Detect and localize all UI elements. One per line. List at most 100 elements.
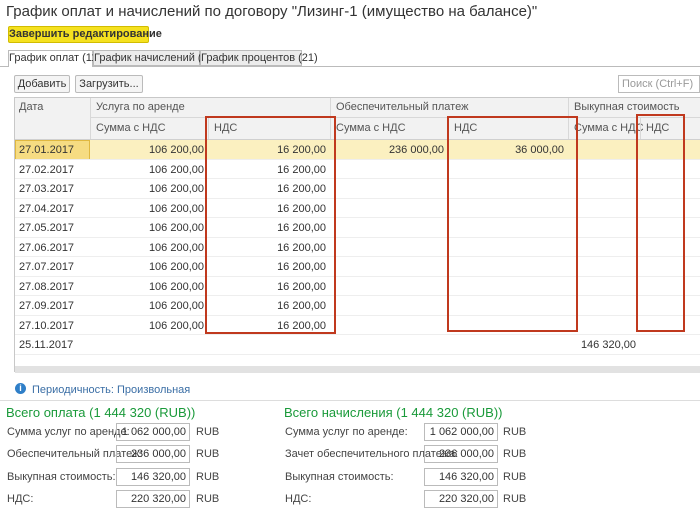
group-header: Услуга по аренде [96, 101, 185, 113]
amount-cell[interactable]: 106 200,00 [148, 241, 204, 254]
header-bg [15, 98, 700, 139]
subheader-divider [208, 118, 209, 139]
amount-cell[interactable]: 106 200,00 [148, 163, 204, 176]
column-header: НДС [454, 122, 478, 134]
row-highlight [15, 140, 700, 160]
field-label: Сумма услуг по аренде: [7, 426, 130, 438]
date-cell[interactable]: 27.01.2017 [19, 144, 75, 156]
field-unit: RUB [196, 493, 220, 505]
periodicity-link[interactable]: Периодичность: Произвольная [32, 384, 191, 396]
field-label: НДС: [7, 493, 34, 505]
row-line [15, 197, 700, 199]
amount-cell[interactable]: 16 200,00 [277, 183, 326, 195]
header-bottom [15, 139, 700, 140]
highlight-frame [205, 116, 336, 334]
date-cell[interactable]: 27.08.2017 [19, 280, 75, 293]
amount-cell[interactable]: 16 200,00 [277, 280, 326, 293]
window-title: График оплат и начислений по договору "Л… [6, 3, 538, 20]
row-line [15, 158, 700, 160]
field-value[interactable]: 1 062 000,00 [116, 423, 190, 441]
totals-title: Всего оплата (1 444 320 (RUB)) [6, 405, 196, 420]
amount-cell[interactable]: 16 200,00 [277, 300, 326, 312]
amount-cell[interactable]: 106 200,00 [148, 222, 204, 234]
field-label: Выкупная стоимость: [285, 471, 394, 483]
field-unit: RUB [503, 471, 527, 483]
amount-cell[interactable]: 106 200,00 [148, 202, 204, 215]
tab[interactable]: График оплат (11) [8, 50, 101, 67]
date-cell[interactable]: 27.04.2017 [19, 202, 75, 215]
amount-cell[interactable]: 36 000,00 [515, 144, 564, 156]
tab-line [0, 66, 700, 67]
amount-cell[interactable]: 16 200,00 [277, 163, 326, 176]
amount-cell[interactable]: 16 200,00 [277, 261, 326, 273]
amount-cell[interactable]: 16 200,00 [277, 144, 326, 156]
field-value[interactable]: 220 320,00 [424, 490, 498, 508]
field-label: Обеспечительный платеж: [7, 448, 143, 460]
field-value[interactable]: 236 000,00 [116, 445, 190, 463]
amount-cell[interactable]: 236 000,00 [388, 144, 444, 156]
amount-cell[interactable]: 146 320,00 [580, 339, 636, 351]
field-value[interactable]: 220 320,00 [116, 490, 190, 508]
tab[interactable]: График процентов (21) [200, 50, 318, 66]
date-cell[interactable]: 27.06.2017 [19, 241, 75, 254]
column-header: Сумма с НДС [574, 122, 644, 134]
amount-cell[interactable]: 106 200,00 [148, 300, 204, 312]
subheader-divider [640, 118, 641, 139]
row-line [15, 353, 700, 355]
search-field[interactable]: Поиск (Ctrl+F) [618, 75, 700, 93]
row-line [15, 314, 700, 316]
row-line [15, 217, 700, 218]
header-divider [90, 117, 700, 118]
tab[interactable]: График начислений (10) [93, 50, 218, 66]
field-unit: RUB [503, 426, 527, 438]
field-unit: RUB [196, 426, 220, 438]
column-header: Дата [19, 101, 44, 113]
field-value[interactable]: 1 062 000,00 [424, 423, 498, 441]
add-button[interactable]: Добавить [14, 75, 70, 93]
field-value[interactable]: 236 000,00 [424, 445, 498, 463]
field-value[interactable]: 146 320,00 [424, 468, 498, 486]
row-line [15, 236, 700, 238]
field-label: НДС: [285, 493, 312, 505]
amount-cell[interactable]: 16 200,00 [277, 241, 326, 254]
scrollbar [15, 366, 700, 373]
date-cell[interactable]: 27.07.2017 [19, 261, 75, 273]
date-cell[interactable]: 27.10.2017 [19, 319, 75, 332]
group-header: Обеспечительный платеж [336, 101, 469, 113]
date-cell[interactable]: 25.11.2017 [19, 339, 74, 351]
field-unit: RUB [503, 448, 527, 460]
group-header: Выкупная стоимость [574, 101, 680, 113]
date-cell[interactable]: 27.05.2017 [19, 222, 75, 234]
column-header: НДС [214, 122, 238, 134]
date-cell[interactable]: 27.09.2017 [19, 300, 75, 312]
amount-cell[interactable]: 106 200,00 [148, 280, 204, 293]
column-header: Сумма с НДС [96, 122, 166, 134]
amount-cell[interactable]: 16 200,00 [277, 202, 326, 215]
amount-cell[interactable]: 106 200,00 [148, 261, 204, 273]
field-unit: RUB [196, 471, 220, 483]
field-unit: RUB [503, 493, 527, 505]
load-button[interactable]: Загрузить... [75, 75, 143, 93]
row-line [15, 178, 700, 179]
group-divider [330, 98, 331, 139]
field-value[interactable]: 146 320,00 [116, 468, 190, 486]
row-line [15, 334, 700, 335]
group-divider [568, 98, 569, 139]
totals-title: Всего начисления (1 444 320 (RUB)) [284, 405, 503, 420]
amount-cell[interactable]: 106 200,00 [148, 144, 204, 156]
field-label: Выкупная стоимость: [7, 471, 116, 483]
date-cell[interactable]: 27.02.2017 [19, 163, 75, 176]
finish-button[interactable]: Завершить редактирование [8, 26, 162, 43]
amount-cell[interactable]: 16 200,00 [277, 222, 326, 234]
info-icon: i [15, 383, 26, 394]
column-header: Сумма с НДС [336, 122, 406, 134]
column-header: НДС [646, 122, 670, 134]
date-cell[interactable]: 27.03.2017 [19, 183, 75, 195]
row-line [15, 275, 700, 277]
field-unit: RUB [196, 448, 220, 460]
amount-cell[interactable]: 106 200,00 [148, 319, 204, 332]
amount-cell[interactable]: 16 200,00 [277, 319, 326, 332]
group-divider [90, 98, 91, 139]
highlight-frame [447, 116, 578, 332]
amount-cell[interactable]: 106 200,00 [148, 183, 204, 195]
